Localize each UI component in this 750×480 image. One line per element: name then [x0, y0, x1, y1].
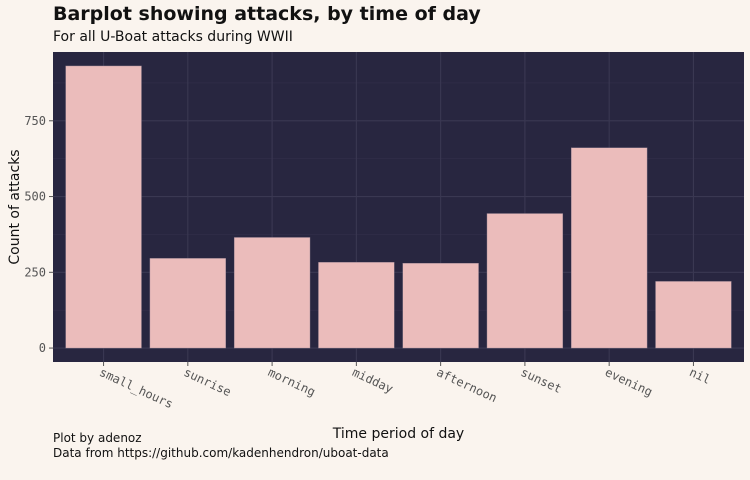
- x-tick-label: small_hours: [97, 365, 175, 411]
- x-tick-label: afternoon: [434, 365, 499, 405]
- bar-nil: [655, 281, 732, 349]
- bar-evening: [571, 147, 648, 349]
- y-tick-label: 500: [24, 190, 46, 204]
- bar-sunrise: [149, 258, 226, 349]
- x-tick-label: midday: [350, 365, 395, 396]
- bar-midday: [318, 262, 395, 349]
- chart-subtitle: For all U-Boat attacks during WWII: [53, 29, 293, 45]
- y-tick-label: 750: [24, 114, 46, 128]
- caption-source: Data from https://github.com/kadenhendro…: [53, 446, 389, 460]
- caption-author: Plot by adenoz: [53, 431, 142, 445]
- x-tick-label: sunrise: [182, 365, 234, 399]
- chart-title: Barplot showing attacks, by time of day: [53, 3, 481, 25]
- x-tick-label: sunset: [519, 365, 564, 396]
- x-tick-label: evening: [603, 365, 655, 399]
- x-tick-label: nil: [687, 365, 713, 387]
- x-tick-label: morning: [266, 365, 318, 399]
- y-axis-label: Count of attacks: [7, 149, 23, 264]
- bar-sunset: [486, 213, 564, 349]
- bar-small_hours: [65, 65, 142, 349]
- bar-afternoon: [402, 263, 479, 349]
- bar-morning: [233, 237, 311, 349]
- y-tick-label: 0: [39, 341, 46, 355]
- y-tick-label: 250: [24, 265, 46, 279]
- x-axis-label: Time period of day: [332, 426, 464, 442]
